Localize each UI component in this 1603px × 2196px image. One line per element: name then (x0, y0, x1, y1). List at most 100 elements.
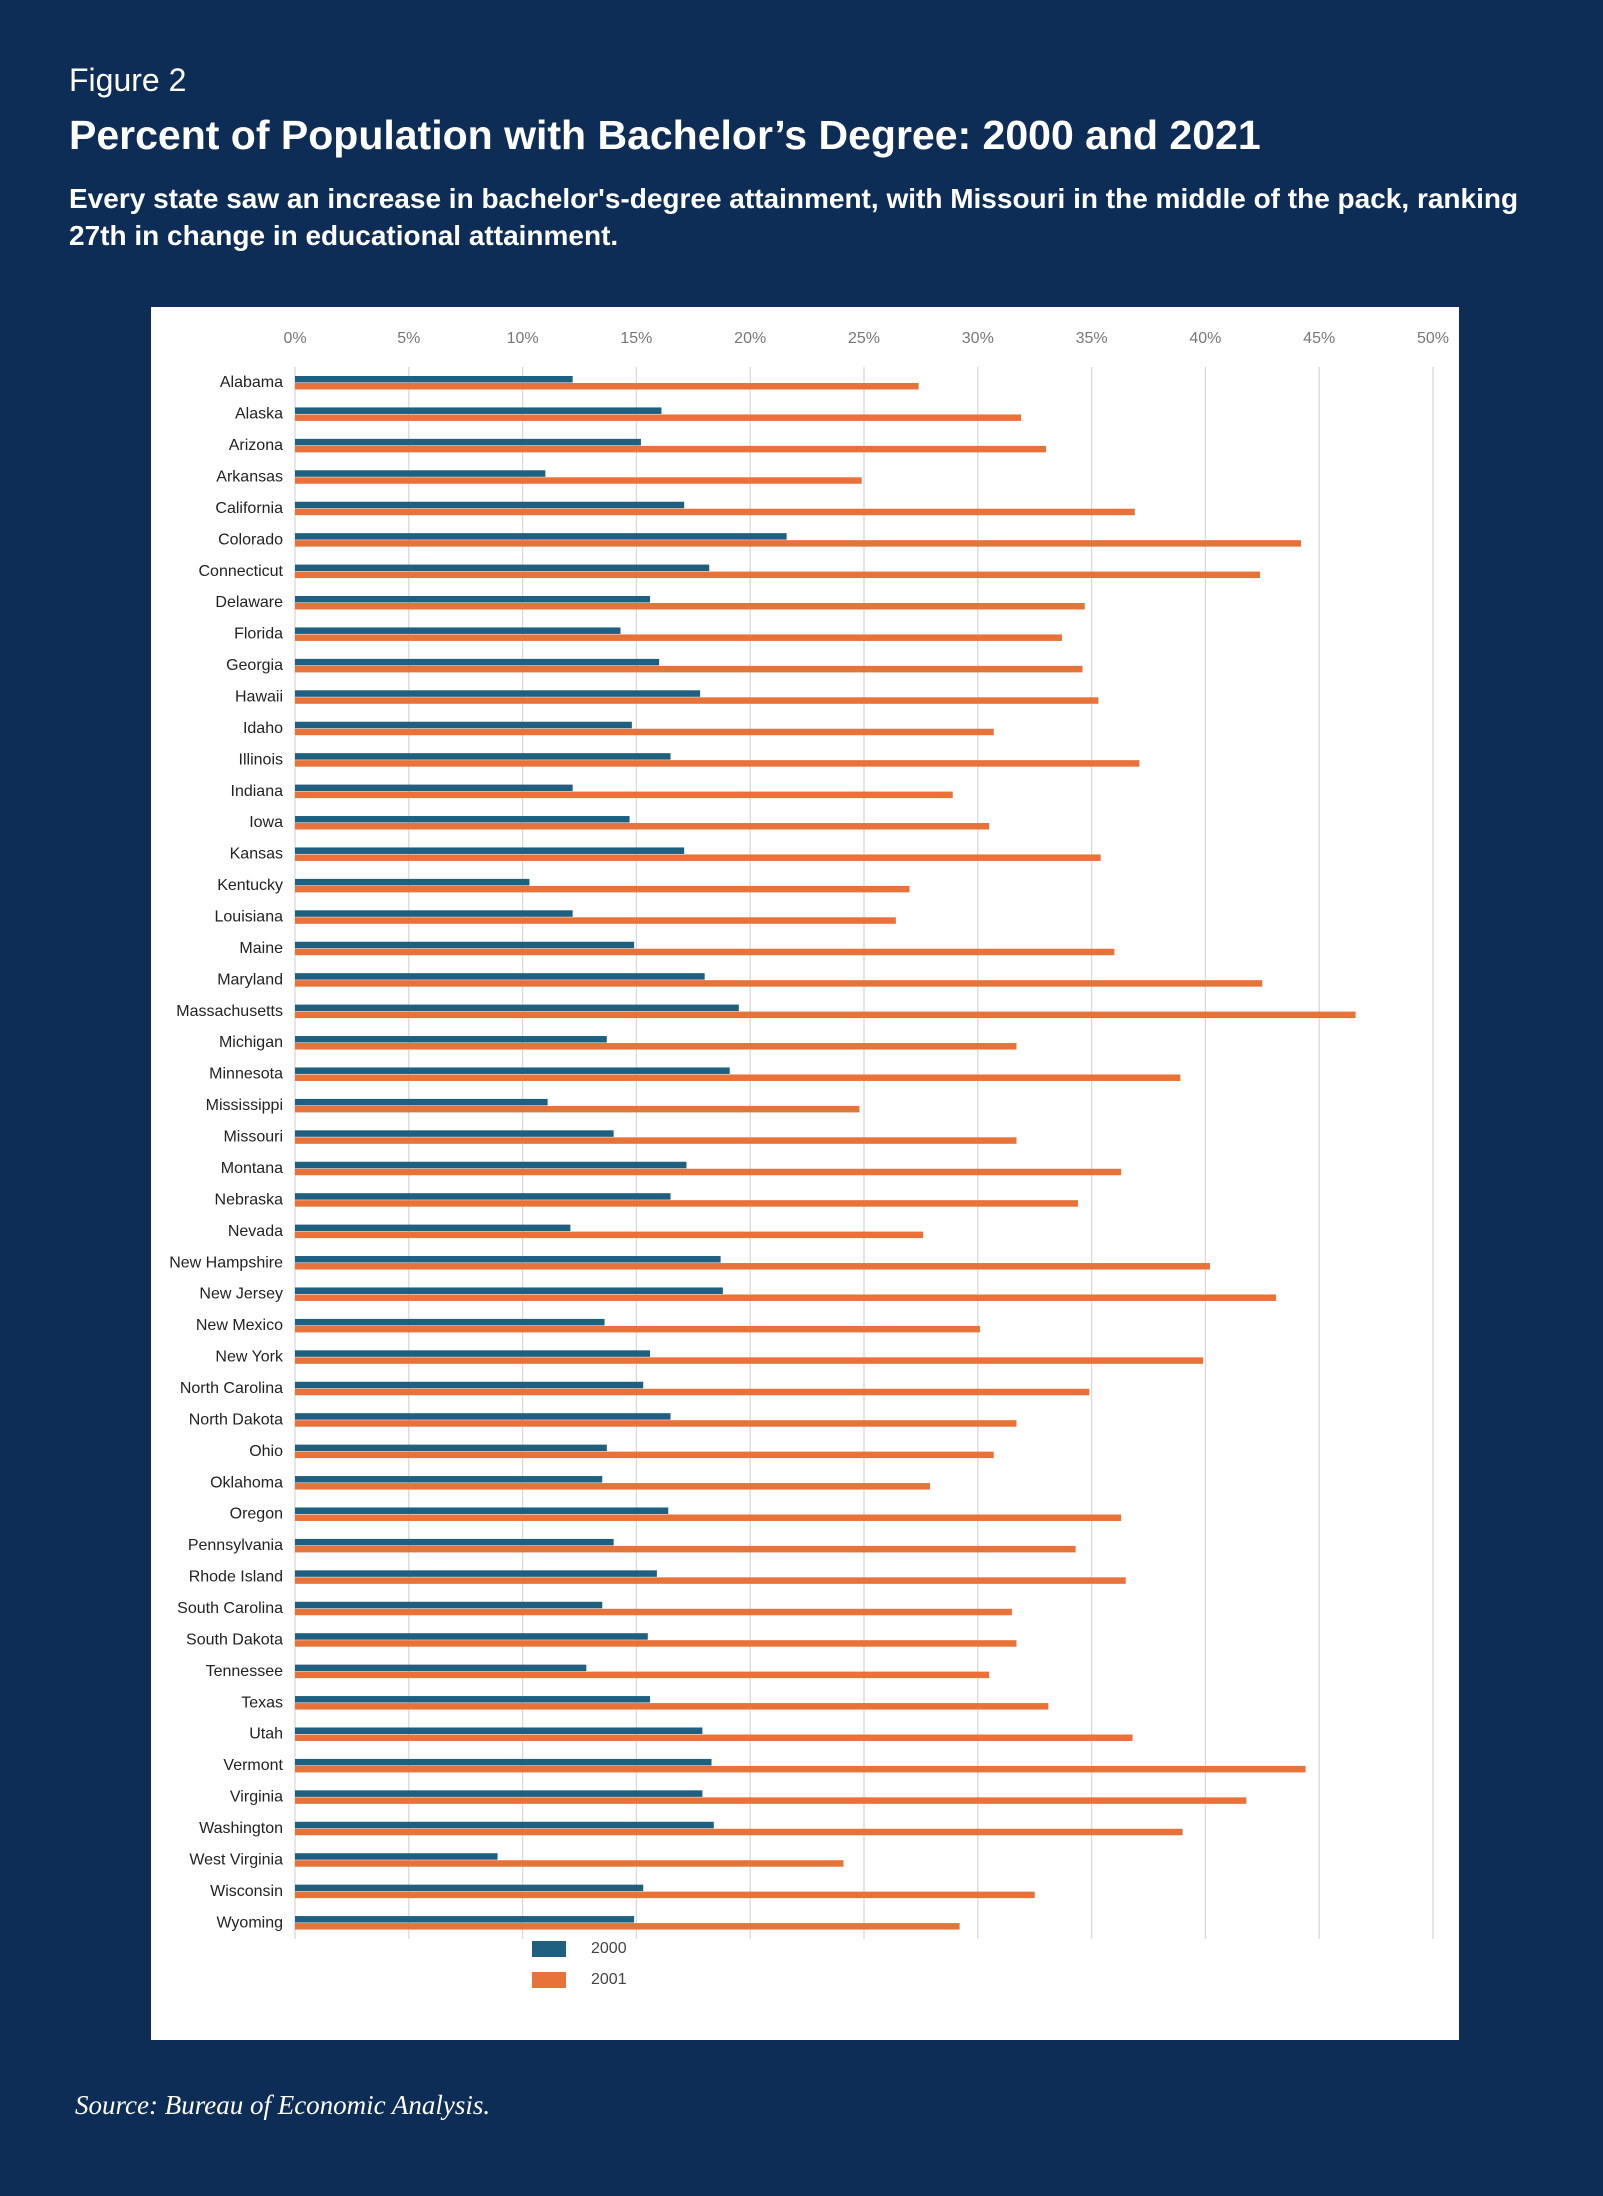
bar (295, 1923, 960, 1930)
bar (295, 728, 994, 736)
legend-swatch (532, 1941, 566, 1957)
bar (295, 753, 671, 760)
bar (295, 1263, 1210, 1270)
bar (295, 1325, 981, 1333)
bar (295, 1193, 671, 1200)
chart-panel: 0% 5% 10% 15% 20% 25% 30% 35% 40% 45% 50% Alabama Al… (151, 307, 1459, 2040)
y-tick-label: New Hampshire (169, 1254, 283, 1271)
legend-label: 2001 (591, 1971, 627, 1988)
x-tick-label: 40% (1189, 330, 1221, 347)
bar (295, 596, 651, 603)
bar (295, 1601, 603, 1609)
bar (295, 533, 787, 540)
y-tick-label: Alaska (235, 406, 283, 423)
bar (295, 658, 660, 666)
y-tick-label: Idaho (243, 720, 283, 737)
y-tick-label: Maryland (217, 971, 283, 988)
y-tick-label: Wisconsin (210, 1883, 283, 1900)
bar (295, 854, 1101, 861)
bar (295, 383, 919, 390)
bar (295, 1294, 1276, 1301)
y-tick-label: Utah (249, 1726, 283, 1743)
bar (295, 878, 530, 886)
bar (295, 1507, 669, 1514)
bar (295, 508, 1135, 516)
y-tick-label: Vermont (223, 1757, 283, 1774)
source: Source: Bureau of Economic Analysis. (75, 2090, 491, 2120)
bar (295, 438, 641, 446)
bar (295, 1287, 723, 1294)
bar (295, 1036, 607, 1043)
bar (295, 1538, 614, 1546)
y-tick-label: Massachusetts (176, 1003, 283, 1020)
bar (295, 571, 1261, 579)
bar (295, 1105, 860, 1113)
bar (295, 1011, 1356, 1019)
bar (295, 540, 1301, 547)
y-tick-label: North Carolina (180, 1380, 283, 1397)
y-tick-label: Oklahoma (210, 1474, 283, 1491)
y-tick-label: Maine (239, 940, 283, 957)
y-tick-label: West Virginia (189, 1851, 283, 1868)
bar (295, 1420, 1017, 1427)
y-tick-label: South Dakota (186, 1631, 283, 1648)
bar (295, 1853, 498, 1860)
bar (295, 1098, 548, 1106)
bar (295, 760, 1140, 767)
y-tick-label: Arizona (229, 437, 283, 454)
bar (295, 885, 910, 893)
y-tick-label: Montana (221, 1160, 283, 1177)
bar (295, 1231, 924, 1239)
y-tick-label: Virginia (230, 1789, 283, 1806)
y-tick-label: Ohio (249, 1443, 283, 1460)
y-tick-label: New Jersey (199, 1286, 283, 1303)
bar (295, 477, 862, 484)
bar (295, 690, 701, 697)
bar (295, 1577, 1126, 1584)
x-tick-label: 45% (1303, 330, 1335, 347)
x-tick-label: 10% (507, 330, 539, 347)
y-tick-label: Georgia (226, 657, 283, 674)
y-tick-label: New Mexico (196, 1317, 283, 1334)
y-tick-label: Delaware (215, 594, 283, 611)
x-tick-label: 30% (962, 330, 994, 347)
bar (295, 1137, 1017, 1144)
bar (295, 1734, 1133, 1741)
bar (295, 1545, 1076, 1553)
x-tick-label: 5% (397, 330, 420, 347)
x-tick-label: 35% (1076, 330, 1108, 347)
bar (295, 1224, 571, 1232)
bar (295, 1381, 644, 1389)
y-tick-label: Nebraska (215, 1191, 284, 1208)
bar (295, 376, 573, 383)
y-tick-label: Missouri (223, 1129, 283, 1146)
chart: 0% 5% 10% 15% 20% 25% 30% 35% 40% 45% 50% Alabama Al… (169, 330, 1449, 1988)
y-tick-label: Pennsylvania (188, 1537, 283, 1554)
y-tick-label: Hawaii (235, 689, 283, 706)
bar (295, 1703, 1049, 1710)
y-tick-label: Michigan (219, 1034, 283, 1051)
y-tick-label: Florida (234, 626, 283, 643)
bar (295, 1891, 1035, 1899)
bar (295, 1357, 1204, 1364)
bar (295, 1004, 739, 1012)
bar (295, 823, 990, 830)
bar (295, 1067, 730, 1074)
bar (295, 1797, 1247, 1804)
x-tick-label: 50% (1417, 330, 1449, 347)
bar (295, 1483, 931, 1490)
bar (295, 1074, 1181, 1081)
bar (295, 1828, 1183, 1836)
bar (295, 1633, 648, 1640)
y-tick-label: Kansas (230, 846, 283, 863)
x-tick-label: 25% (848, 330, 880, 347)
bar (295, 1664, 587, 1672)
y-tick-label: Oregon (230, 1506, 283, 1523)
bar (295, 1451, 994, 1459)
x-tick-label: 15% (620, 330, 652, 347)
y-tick-label: Washington (199, 1820, 283, 1837)
y-tick-label: Illinois (239, 751, 283, 768)
y-tick-label: Tennessee (206, 1663, 283, 1680)
bar (295, 1916, 635, 1923)
bar (295, 948, 1115, 956)
